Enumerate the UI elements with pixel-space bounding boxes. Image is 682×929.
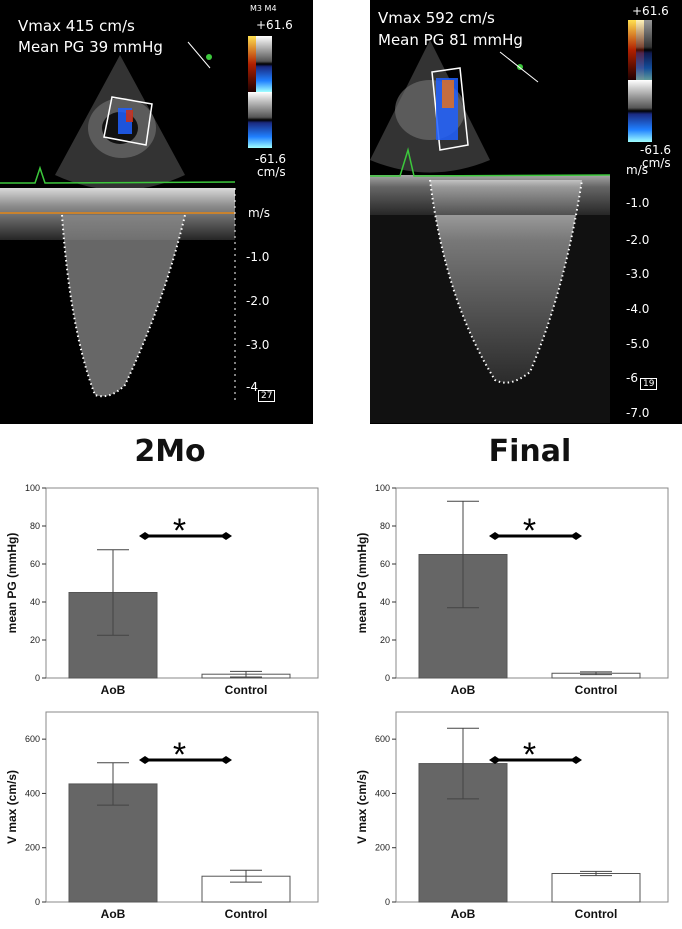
y-axis-label: V max (cm/s) [355, 770, 369, 844]
significance-endpoint [139, 756, 151, 764]
significance-star: * [523, 736, 536, 774]
x-category-label: Control [575, 683, 618, 697]
velocity-unit-label: m/s [626, 163, 648, 177]
chart-svg: 0 200 400 600 V max (cm/s) AoB Control * [5, 711, 319, 921]
y-tick-label: 200 [375, 843, 390, 853]
y-tick-label: 0 [35, 673, 40, 683]
bar-chart-vmax-final: 0 200 400 600 V max (cm/s) AoB Control * [350, 702, 681, 924]
scale-min-label: -61.6 [255, 152, 287, 166]
group-title-final: Final [488, 434, 572, 469]
mean-pg-measurement: Mean PG 39 mmHg [18, 38, 163, 56]
x-category-label: AoB [101, 683, 126, 697]
y-tick-label: 600 [375, 734, 390, 744]
y-axis-label: V max (cm/s) [5, 770, 19, 844]
y-tick-label: 0 [385, 673, 390, 683]
velocity-tick: -1.0 [246, 250, 270, 264]
velocity-tick: -3.0 [626, 267, 650, 281]
x-category-label: AoB [451, 907, 476, 921]
velocity-tick: -1.0 [626, 196, 650, 210]
y-tick-label: 0 [35, 897, 40, 907]
significance-endpoint [139, 532, 151, 540]
frame-badge: 27 [258, 390, 276, 402]
scale-max-label: +61.6 [256, 18, 293, 32]
frame-badge: 19 [640, 378, 658, 390]
echo-panel-2mo: Vmax 415 cm/s Mean PG 39 mmHg M3 M4 +61.… [0, 0, 313, 424]
velocity-tick: -3.0 [246, 338, 270, 352]
chart-svg: 0 20 40 60 80 100 mean PG (mmHg) AoB Control * [355, 483, 669, 697]
x-category-label: AoB [451, 683, 476, 697]
y-tick-label: 20 [380, 635, 390, 645]
spectral-envelope [430, 180, 582, 383]
y-tick-label: 80 [30, 521, 40, 531]
group-title-2mo: 2Mo [134, 434, 206, 469]
bar-chart-meanpg-2mo: 0 20 40 60 80 100 mean PG (mmHg) AoB Control * [0, 478, 331, 700]
mean-pg-measurement: Mean PG 81 mmHg [378, 31, 523, 49]
velocity-tick: -7.0 [626, 406, 650, 420]
significance-star: * [173, 512, 186, 550]
bar-chart-meanpg-final: 0 20 40 60 80 100 mean PG (mmHg) AoB Control * [350, 478, 681, 700]
significance-endpoint [570, 756, 582, 764]
bar-chart-vmax-2mo: 0 200 400 600 V max (cm/s) AoB Control * [0, 702, 331, 924]
color-scale-bar [628, 80, 652, 142]
vmax-measurement: Vmax 592 cm/s [378, 9, 495, 27]
y-axis-label: mean PG (mmHg) [355, 533, 369, 634]
velocity-tick: -4.0 [626, 302, 650, 316]
doppler-image-final [370, 20, 652, 423]
chart-svg: 0 200 400 600 V max (cm/s) AoB Control * [355, 711, 669, 921]
x-category-label: Control [575, 907, 618, 921]
y-tick-label: 200 [25, 843, 40, 853]
significance-endpoint [220, 756, 232, 764]
y-tick-label: 40 [380, 597, 390, 607]
scale-max-label: +61.6 [632, 4, 669, 18]
y-tick-label: 400 [25, 788, 40, 798]
y-tick-label: 400 [375, 788, 390, 798]
y-tick-label: 600 [25, 734, 40, 744]
spectral-envelope [62, 215, 185, 397]
y-axis-label: mean PG (mmHg) [5, 533, 19, 634]
significance-endpoint [570, 532, 582, 540]
y-tick-label: 40 [30, 597, 40, 607]
scale-unit-label: cm/s [642, 156, 671, 170]
chart-svg: 0 20 40 60 80 100 mean PG (mmHg) AoB Control * [5, 483, 319, 697]
y-tick-label: 100 [25, 483, 40, 493]
x-category-label: Control [225, 907, 268, 921]
velocity-tick: -6 [626, 371, 638, 385]
velocity-unit-label: m/s [248, 206, 270, 220]
y-tick-label: 100 [375, 483, 390, 493]
y-tick-label: 60 [30, 559, 40, 569]
velocity-tick: -2.0 [246, 294, 270, 308]
ecg-trace [370, 147, 611, 177]
y-tick-label: 60 [380, 559, 390, 569]
significance-star: * [523, 512, 536, 550]
scale-unit-label: cm/s [257, 165, 286, 179]
significance-star: * [173, 736, 186, 774]
x-category-label: Control [225, 683, 268, 697]
significance-endpoint [489, 532, 501, 540]
y-tick-label: 0 [385, 897, 390, 907]
doppler-image-2mo [0, 36, 272, 400]
ecg-trace [0, 165, 236, 184]
velocity-tick: -5.0 [626, 337, 650, 351]
significance-endpoint [220, 532, 232, 540]
bar-control [551, 873, 641, 903]
echo-panel-final: Vmax 592 cm/s Mean PG 81 mmHg +61.6 -61.… [370, 0, 682, 424]
scale-min-label: -61.6 [640, 143, 672, 157]
velocity-tick: -4 [246, 380, 258, 394]
x-category-label: AoB [101, 907, 126, 921]
velocity-tick: -2.0 [626, 233, 650, 247]
y-tick-label: 20 [30, 635, 40, 645]
significance-endpoint [489, 756, 501, 764]
color-scale-bar [256, 36, 272, 92]
color-box [103, 96, 153, 146]
mode-label: M3 M4 [250, 4, 277, 13]
y-tick-label: 80 [380, 521, 390, 531]
vmax-measurement: Vmax 415 cm/s [18, 17, 135, 35]
